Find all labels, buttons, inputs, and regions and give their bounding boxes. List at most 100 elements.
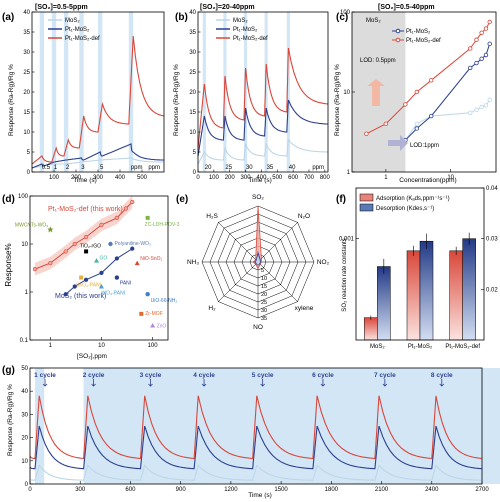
plot-frame	[29, 195, 169, 341]
x-tick-label: 800	[320, 175, 331, 181]
bar-desorption	[419, 240, 434, 341]
panel-a-legend: MoS₂ Pt₁-MoS₂ Pt₁-MoS₂-def	[48, 18, 100, 42]
panel-g-label: (g)	[2, 365, 15, 376]
x-tick-label: 100	[209, 175, 220, 181]
data-point	[114, 256, 119, 261]
data-point	[72, 241, 77, 247]
data-point	[479, 56, 484, 62]
y-tick-label: 0	[193, 170, 197, 176]
cycle-label: 4 cycle	[193, 372, 215, 379]
data-point	[468, 65, 473, 71]
data-point	[364, 131, 369, 137]
lod-annotation-def: LOD: 0.5ppm	[360, 58, 396, 64]
x-tick-label: 1800	[325, 487, 339, 493]
literature-label: SnO₂-PANI	[76, 283, 101, 289]
radar-axis-label: xylene	[295, 305, 314, 312]
y-tick-label: 5	[193, 150, 197, 156]
data-point	[414, 89, 420, 95]
x-tick-label: 100	[148, 343, 159, 349]
data-point	[414, 121, 420, 127]
x-tick-label: 700	[304, 175, 315, 181]
radar-tick-label: 10	[261, 276, 267, 282]
panel-g: (g) Response (Ra-Rg)/Rg % Time (s) 1 cyc…	[2, 365, 500, 499]
radar-series-0	[252, 205, 262, 270]
panel-c: (c) [SO₂]=0.5-40ppm Response (Ra-Rg)/Rg …	[334, 4, 497, 184]
radar-tick-label: 25	[261, 300, 267, 306]
radar-tick-label: 5	[261, 268, 264, 274]
legend-desorption: Desorption (Kdes,s⁻¹)	[376, 206, 434, 212]
data-point	[83, 277, 89, 282]
y-tick-label: 30	[23, 50, 30, 56]
legend-def: Pt₁-MoS₂-def	[65, 36, 100, 42]
radar-spoke	[257, 261, 298, 302]
panel-a-title: [SO₂]=0.5-5ppm	[35, 4, 88, 11]
panel-a: (a) [SO₂]=0.5-5ppm Response (Ra-Rg)/Rg %…	[2, 4, 165, 184]
concentration-label: 3	[81, 165, 85, 171]
data-point	[48, 261, 53, 266]
concentration-label: ppm	[131, 165, 143, 171]
series-line-0	[197, 138, 329, 165]
radar-spoke	[218, 261, 259, 302]
y-tick-label-right: 0.02	[486, 287, 498, 293]
panel-a-xlabel: Time (s)	[73, 177, 97, 184]
data-point	[468, 46, 473, 51]
cycle-label: 6 cycle	[312, 372, 334, 379]
x-tick-label: 100	[49, 175, 60, 181]
radar-axis-label: H₂S	[206, 213, 218, 220]
y-tick-label: 15	[23, 110, 30, 116]
y-tick-label: 25	[23, 70, 30, 76]
exposure-band	[63, 12, 69, 172]
series-line-0	[29, 464, 482, 481]
x-tick-label: 2400	[425, 487, 439, 493]
data-point	[487, 19, 492, 25]
bar-desorption	[377, 266, 391, 341]
exposure-band	[202, 12, 206, 172]
x-tick-label: 10	[447, 175, 454, 181]
literature-marker	[47, 226, 54, 233]
radar-axis-label: H₂	[208, 305, 216, 312]
y-tick-label: 0	[25, 482, 29, 488]
radar-series-2	[255, 255, 261, 266]
series-line-2	[197, 47, 329, 149]
x-tick-label: 900	[176, 487, 187, 493]
arrow-down-icon	[382, 379, 388, 387]
legend-pt1: Pt₁-MoS₂	[406, 29, 431, 35]
x-tick-label: 500	[137, 175, 148, 181]
literature-label: WO₃-PANI	[101, 291, 125, 297]
x-tick-label: 2100	[375, 487, 389, 493]
y-tick-label: 1	[347, 170, 351, 176]
literature-marker	[94, 258, 100, 263]
data-point	[72, 284, 77, 289]
panel-d-label: (d)	[2, 194, 15, 205]
legend-mos2: MoS₂	[65, 18, 80, 24]
y-tick-label: 40	[21, 389, 28, 395]
literature-marker	[114, 275, 120, 280]
y-tick-label: 20	[23, 90, 30, 96]
panel-c-xlabel: Concentration(ppm)	[399, 177, 456, 184]
y-tick-label: 10	[21, 242, 28, 248]
y-tick-label: 100	[340, 10, 351, 16]
bar-adsorption	[406, 250, 421, 341]
data-point	[479, 30, 484, 35]
data-point	[487, 97, 492, 102]
panel-f-legend: Adsorption (Kₐds,ppm⁻¹s⁻¹) Desorption (K…	[359, 193, 450, 212]
y-tick-label: 15	[189, 110, 196, 116]
unit-label: ppm	[312, 165, 324, 171]
y-tick-label: 25	[189, 70, 196, 76]
radar-axis-label: NO₂	[317, 259, 330, 266]
data-point	[468, 110, 473, 115]
literature-label: GO	[100, 256, 108, 262]
x-tick-label: 2700	[475, 487, 489, 493]
radar-axis-label: NH₃	[187, 259, 199, 266]
category-label: MoS₂	[370, 344, 385, 350]
literature-label: Zr-MOF	[145, 311, 163, 317]
x-tick-label: 300	[75, 487, 86, 493]
data-point	[403, 102, 408, 107]
y-tick-label: 20	[189, 90, 196, 96]
y-tick-label: 30	[189, 50, 196, 56]
literature-label: TiO₂-rGO	[80, 243, 101, 249]
y-tick-label: 1	[25, 290, 29, 296]
series-line-1	[31, 143, 164, 169]
cycle-label: 3 cycle	[140, 372, 162, 379]
exposure-band	[39, 12, 45, 172]
